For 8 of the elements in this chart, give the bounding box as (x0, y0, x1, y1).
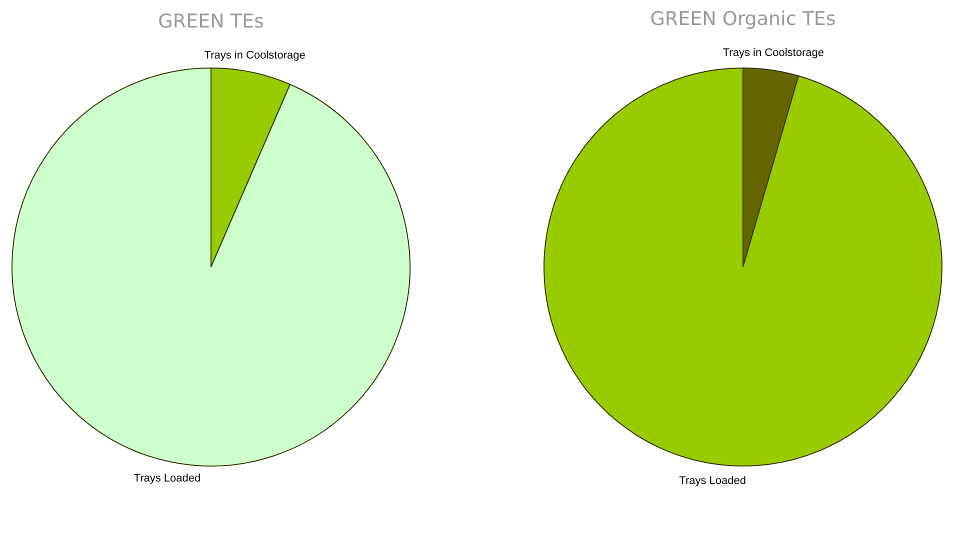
pie-slice (544, 68, 942, 466)
chart-title: GREEN Organic TEs (650, 8, 836, 30)
pie-slice (12, 68, 410, 466)
slice-label: Trays Loaded (679, 474, 746, 487)
chart-title: GREEN TEs (158, 10, 264, 32)
slice-label: Trays in Coolstorage (722, 47, 824, 60)
slice-label: Trays Loaded (134, 472, 201, 485)
slice-label: Trays in Coolstorage (204, 49, 306, 62)
